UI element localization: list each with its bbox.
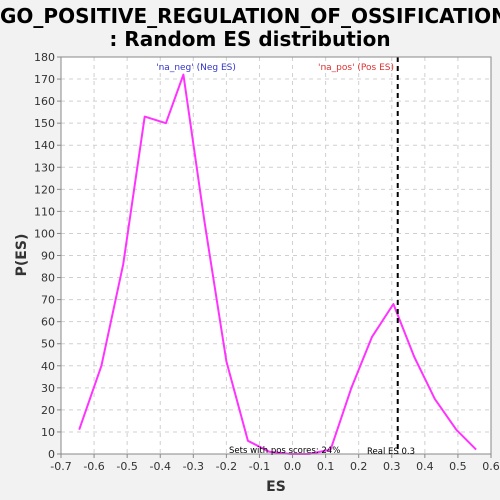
plot-border xyxy=(60,56,492,455)
y-tick-label: 110 xyxy=(34,205,55,218)
y-tick-label: 180 xyxy=(34,51,55,64)
x-axis-label: ES xyxy=(266,479,286,495)
x-tick-label: -0.7 xyxy=(50,460,71,473)
neg-label: 'na_neg' (Neg ES) xyxy=(156,63,236,73)
y-tick-label: 30 xyxy=(41,382,55,395)
x-tick-label: -0.3 xyxy=(183,460,204,473)
x-tick-label: 0.6 xyxy=(482,460,500,473)
y-tick-label: 0 xyxy=(48,448,55,461)
y-tick-label: 20 xyxy=(41,404,55,417)
series-group xyxy=(78,73,477,455)
y-tick-label: 170 xyxy=(34,73,55,86)
y-tick-label: 80 xyxy=(41,272,55,285)
y-tick-label: 120 xyxy=(34,183,55,196)
pos-label: 'na_pos' (Pos ES) xyxy=(318,63,394,73)
y-axis-label: P(ES) xyxy=(14,234,30,277)
y-tick-label: 100 xyxy=(34,227,55,240)
x-tick-label: -0.6 xyxy=(83,460,104,473)
y-tick-label: 160 xyxy=(34,95,55,108)
y-tick-label: 50 xyxy=(41,338,55,351)
x-axis-ticks: -0.7 -0.6 -0.5 -0.4 -0.3 -0.2 -0.1 0.0 0.1 0.2 0.3… xyxy=(50,454,500,473)
y-tick-label: 60 xyxy=(41,316,55,329)
x-tick-label: -0.2 xyxy=(216,460,237,473)
plot-area xyxy=(61,57,491,454)
y-tick-label: 130 xyxy=(34,161,55,174)
y-tick-label: 140 xyxy=(34,139,55,152)
x-tick-label: 0.5 xyxy=(449,460,467,473)
pos-scores-annotation: Sets with pos scores: 24% xyxy=(229,446,340,456)
x-tick-label: -0.1 xyxy=(249,460,270,473)
y-tick-label: 150 xyxy=(34,117,55,130)
x-tick-label: 0.2 xyxy=(350,460,368,473)
x-tick-label: 0.3 xyxy=(383,460,401,473)
y-axis-ticks: 0 10 20 30 40 50 60 70 80 90 100 110 120 130 140 150 160… xyxy=(34,51,61,461)
real-es-annotation: Real ES 0.3 xyxy=(367,447,415,457)
chart-title-line1: GO_POSITIVE_REGULATION_OF_OSSIFICATION xyxy=(0,4,500,28)
chart-title-line2: : Random ES distribution xyxy=(109,27,391,51)
y-tick-label: 10 xyxy=(41,426,55,439)
y-tick-label: 90 xyxy=(41,250,55,263)
x-tick-label: 0.1 xyxy=(317,460,335,473)
x-tick-label: 0.4 xyxy=(416,460,434,473)
series-line xyxy=(78,73,477,455)
x-tick-label: -0.5 xyxy=(116,460,137,473)
x-tick-label: -0.4 xyxy=(149,460,170,473)
y-tick-label: 70 xyxy=(41,294,55,307)
y-tick-label: 40 xyxy=(41,360,55,373)
x-tick-label: 0.0 xyxy=(284,460,302,473)
